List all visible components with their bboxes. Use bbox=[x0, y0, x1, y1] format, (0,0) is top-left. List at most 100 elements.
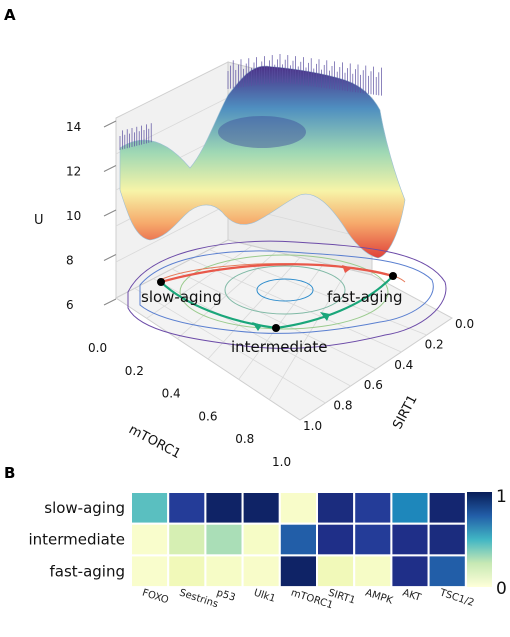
colorbar-min-label: 0 bbox=[496, 579, 507, 599]
heatmap-cell bbox=[427, 554, 467, 589]
heatmap-cell bbox=[204, 522, 244, 557]
heatmap-cell bbox=[167, 554, 207, 589]
state-label-fast-aging: fast-aging bbox=[327, 288, 403, 306]
state-point-intermediate bbox=[272, 324, 280, 332]
heatmap-cell bbox=[316, 491, 356, 525]
heatmap-cell bbox=[353, 491, 393, 525]
heatmap-row-label: intermediate bbox=[28, 531, 125, 549]
state-label-slow-aging: slow-aging bbox=[141, 288, 222, 306]
x-tick-label: 0.0 bbox=[88, 341, 107, 355]
y-tick-label: 1.0 bbox=[303, 419, 322, 433]
z-tick-mark bbox=[103, 120, 117, 128]
heatmap-column-label: Ulk1 bbox=[252, 587, 277, 604]
x-axis-ticks: 0.0 0.2 0.4 0.6 0.8 1.0 bbox=[88, 341, 291, 469]
grid-line bbox=[190, 258, 402, 353]
surface-ridge-spikes bbox=[119, 54, 382, 150]
z-axis-label: U bbox=[34, 213, 44, 228]
x-tick-label: 1.0 bbox=[272, 455, 291, 469]
x-tick-label: 0.8 bbox=[235, 432, 254, 446]
heatmap-cell bbox=[353, 522, 393, 557]
y-tick-label: 0.2 bbox=[425, 337, 444, 351]
heatmap-cell bbox=[278, 522, 318, 557]
contour-ring bbox=[139, 250, 434, 334]
heatmap-cell bbox=[316, 522, 356, 557]
y-tick-label: 0.8 bbox=[333, 399, 352, 413]
grid-line bbox=[171, 268, 377, 370]
transition-paths bbox=[160, 263, 394, 331]
path-arrowhead bbox=[320, 312, 330, 321]
heatmap-cell bbox=[204, 491, 244, 525]
x-tick-label: 0.6 bbox=[198, 409, 217, 423]
grid-line bbox=[238, 263, 325, 380]
heatmap-column-label: mTORC1 bbox=[289, 587, 334, 611]
heatmap-cell bbox=[390, 522, 430, 557]
z-tick-mark bbox=[103, 209, 117, 217]
heatmap-cell bbox=[390, 554, 430, 589]
y-tick-label: 0.0 bbox=[455, 317, 474, 331]
z-tick-label: 12 bbox=[66, 165, 81, 179]
potential-surface bbox=[119, 54, 406, 259]
heatmap-cell bbox=[241, 491, 281, 525]
surface-central-peak bbox=[218, 116, 306, 148]
panel-a-letter: A bbox=[4, 6, 16, 24]
y-axis-label: SIRT1 bbox=[390, 393, 420, 432]
z-tick-label: 10 bbox=[66, 209, 81, 223]
state-point-slow-aging bbox=[157, 278, 165, 286]
colorbar-max-label: 1 bbox=[496, 487, 507, 507]
y-axis-ticks: 0.0 0.2 0.4 0.6 0.8 1.0 bbox=[303, 317, 474, 433]
heatmap-column-label: FOXO bbox=[141, 587, 170, 606]
y-tick-label: 0.4 bbox=[394, 358, 413, 372]
colorbar bbox=[467, 492, 492, 587]
heatmap-column-label: TSC1/2 bbox=[437, 587, 475, 609]
heatmap-column-label: AMPK bbox=[364, 587, 395, 606]
contour-ring bbox=[224, 265, 346, 315]
path-arrowhead bbox=[342, 265, 352, 273]
heatmap-cell bbox=[130, 491, 170, 525]
y-tick-label: 0.6 bbox=[364, 378, 383, 392]
z-tick-label: 14 bbox=[66, 120, 81, 134]
heatmap-cell bbox=[167, 491, 207, 525]
heatmap-cell bbox=[130, 522, 170, 557]
grid-line bbox=[207, 257, 301, 360]
grid-line bbox=[268, 268, 349, 400]
heatmap-column-label: AKT bbox=[401, 587, 423, 604]
heatmap-cell bbox=[278, 554, 318, 589]
heatmap-cell bbox=[241, 522, 281, 557]
contour-ring bbox=[127, 240, 447, 349]
heatmap-cell bbox=[241, 554, 281, 589]
z-tick-label: 8 bbox=[66, 254, 74, 268]
path-arrowhead bbox=[252, 322, 262, 331]
grid-line bbox=[209, 249, 427, 336]
heatmap-cell bbox=[427, 522, 467, 557]
z-tick-mark bbox=[103, 165, 117, 172]
heatmap-cell bbox=[278, 491, 318, 525]
heatmap-row-label: slow-aging bbox=[44, 499, 125, 517]
grid-line bbox=[115, 204, 229, 263]
path-intermediate-to-fast bbox=[275, 275, 394, 330]
heatmap-cell bbox=[427, 491, 467, 525]
heatmap-row-labels: slow-aging intermediate fast-aging bbox=[28, 499, 125, 580]
panel-b: B slow-aging intermediate fast-aging FOXO S… bbox=[4, 464, 507, 611]
contour-ring bbox=[256, 278, 314, 302]
z-tick-label: 6 bbox=[66, 298, 74, 312]
z-axis-ticks: 6 8 10 12 14 bbox=[66, 120, 117, 312]
surface-body bbox=[119, 65, 406, 259]
heatmap-cell bbox=[167, 522, 207, 557]
x-tick-label: 0.4 bbox=[162, 387, 181, 401]
heatmap-cell bbox=[316, 554, 356, 589]
heatmap-cell bbox=[204, 554, 244, 589]
heatmap bbox=[130, 491, 467, 589]
panel-b-letter: B bbox=[4, 464, 15, 482]
grid-line bbox=[134, 287, 326, 404]
heatmap-cell bbox=[130, 554, 170, 589]
heatmap-cell bbox=[390, 491, 430, 525]
panel-a: A bbox=[4, 6, 474, 469]
heatmap-column-label: Sestrins bbox=[178, 587, 220, 610]
z-tick-mark bbox=[103, 254, 117, 261]
z-tick-mark bbox=[103, 298, 117, 306]
state-point-fast-aging bbox=[389, 272, 397, 280]
x-axis-label: mTORC1 bbox=[126, 422, 183, 462]
x-tick-label: 0.2 bbox=[125, 364, 144, 378]
